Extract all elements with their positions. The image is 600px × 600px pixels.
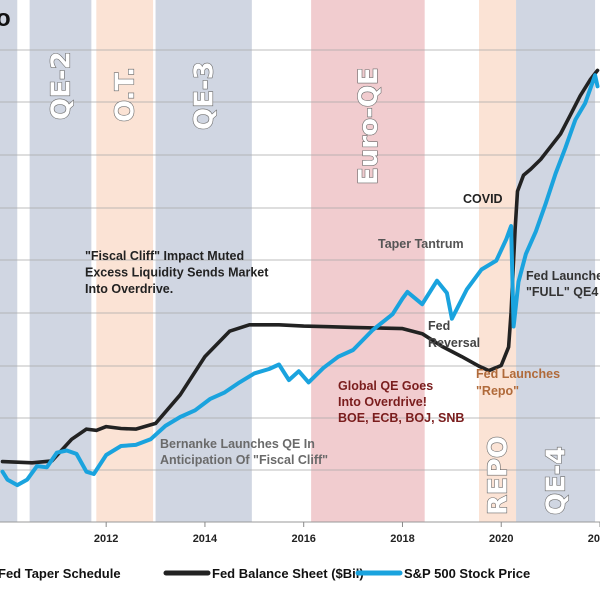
annotation-3: Taper Tantrum bbox=[378, 237, 464, 251]
annotation-6: Fed Launches bbox=[526, 269, 600, 283]
tick-label: 2020 bbox=[489, 533, 513, 545]
annotation-7: Fed Launches bbox=[476, 367, 560, 381]
band-label-qe-3: QE-3 bbox=[190, 61, 220, 130]
annotation-6: "FULL" QE4 bbox=[526, 285, 598, 299]
period-bands bbox=[0, 0, 596, 522]
band-label-repo: REPO bbox=[484, 436, 514, 515]
annotation-1: Bernanke Launches QE In bbox=[160, 437, 315, 451]
x-axis-ticks: 2012 2014 2016 2018 2020 20 bbox=[94, 522, 600, 545]
annotation-2: Into Overdrive! bbox=[338, 395, 427, 409]
annotation-2: Global QE Goes bbox=[338, 379, 433, 393]
annotation-5: COVID bbox=[463, 192, 503, 206]
tick-label: 2018 bbox=[390, 533, 414, 545]
series-sp500 bbox=[0, 73, 600, 488]
band-0 bbox=[0, 0, 18, 522]
period-band-labels: QE-2 O.T. QE-3 Euro-QE REPO QE-4 bbox=[46, 51, 572, 516]
annotation-4: Fed bbox=[428, 319, 450, 333]
band-1 bbox=[29, 0, 92, 522]
band-2 bbox=[96, 0, 154, 522]
annotation-7: "Repo" bbox=[476, 384, 519, 398]
series-lines bbox=[0, 68, 600, 488]
band-label-euro-qe: Euro-QE bbox=[354, 67, 384, 185]
band-4 bbox=[311, 0, 425, 522]
legend: Fed Taper Schedule Fed Balance Sheet ($Bi… bbox=[0, 552, 600, 600]
annotation-0: Into Overdrive. bbox=[85, 282, 173, 296]
legend-item: Fed Taper Schedule bbox=[0, 566, 121, 581]
tick-label: 20 bbox=[588, 533, 600, 545]
series-fed-balance-sheet bbox=[0, 68, 600, 465]
legend-background bbox=[0, 552, 600, 600]
tick-label: 2014 bbox=[193, 533, 218, 545]
tick-label: 2012 bbox=[94, 533, 118, 545]
title-fragment: o bbox=[0, 5, 11, 32]
band-label-o-t-: O.T. bbox=[111, 67, 141, 122]
band-3 bbox=[155, 0, 252, 522]
band-label-qe-4: QE-4 bbox=[542, 446, 572, 515]
annotation-4: Reversal bbox=[428, 336, 480, 350]
band-6 bbox=[516, 0, 596, 522]
annotations: "Fiscal Cliff" Impact Muted Excess Liquid… bbox=[85, 192, 600, 467]
tick-label: 2016 bbox=[291, 533, 315, 545]
legend-item: S&P 500 Stock Price bbox=[404, 566, 530, 581]
annotation-2: BOE, ECB, BOJ, SNB bbox=[338, 411, 464, 425]
annotation-1: Anticipation Of "Fiscal Cliff" bbox=[160, 453, 328, 467]
annotation-0: Excess Liquidity Sends Market bbox=[85, 266, 269, 280]
legend-item: Fed Balance Sheet ($Bil) bbox=[212, 566, 364, 581]
annotation-0: "Fiscal Cliff" Impact Muted bbox=[85, 249, 244, 263]
band-label-qe-2: QE-2 bbox=[46, 51, 76, 120]
